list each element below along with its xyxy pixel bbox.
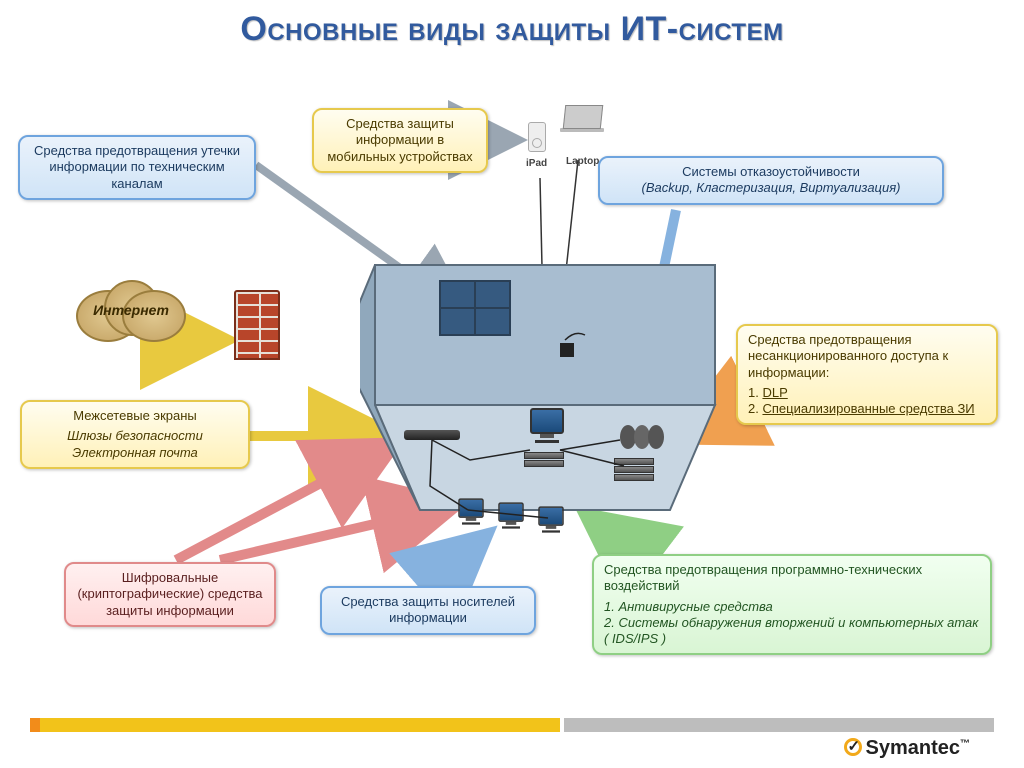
callout-fault-sub: (Backup, Кластеризация, Виртуализация) — [610, 180, 932, 196]
brand-logo: Symantec™ — [844, 736, 971, 760]
callout-crypto-text: Шифровальные (криптографические) средств… — [77, 570, 262, 618]
bottom-bar — [30, 718, 994, 732]
brand-check-icon — [844, 738, 862, 756]
callout-unauth-item1: DLP — [762, 385, 787, 400]
callout-firewall-l1: Межсетевые экраны — [32, 408, 238, 424]
callout-tech-title: Средства предотвращения программно-техни… — [604, 562, 980, 595]
bar-segment-yellow — [40, 718, 560, 732]
internet-label: Интернет — [76, 302, 186, 318]
disk-array-icon — [618, 422, 666, 457]
callout-unauth: Средства предотвращения несанкционирован… — [736, 324, 998, 425]
workstation-1-icon — [458, 498, 484, 524]
workstation-2-icon — [498, 502, 524, 528]
callout-crypto: Шифровальные (криптографические) средств… — [64, 562, 276, 627]
brand-tm: ™ — [960, 738, 970, 749]
callout-mobile: Средства защиты информации в мобильных у… — [312, 108, 488, 173]
page-title: Основные виды защиты ИТ-систем — [0, 0, 1024, 49]
ipad-label: iPad — [526, 158, 547, 169]
callout-firewall-l2: Шлюзы безопасности Электронная почта — [32, 428, 238, 461]
callout-unauth-list: DLP Специализированные средства ЗИ — [748, 385, 986, 418]
bar-segment-gray — [564, 718, 994, 732]
callout-leakage: Средства предотвращения утечки информаци… — [18, 135, 256, 200]
callout-tech-list: Антивирусные средства Системы обнаружени… — [604, 599, 980, 648]
callout-unauth-item2: Специализированные средства ЗИ — [762, 401, 974, 416]
brand-name: Symantec — [866, 737, 961, 759]
callout-leakage-text: Средства предотвращения утечки информаци… — [34, 143, 240, 191]
bar-segment-orange — [30, 718, 40, 732]
router-icon — [404, 430, 460, 440]
main-monitor-icon — [530, 408, 564, 443]
callout-fault-title: Системы отказоустойчивости — [610, 164, 932, 180]
workstation-3-icon — [538, 506, 564, 532]
room-graphic — [360, 235, 730, 515]
callout-mobile-text: Средства защиты информации в мобильных у… — [327, 116, 472, 164]
callout-media-text: Средства защиты носителей информации — [341, 594, 515, 625]
laptop-label: Laptop — [566, 156, 599, 167]
callout-unauth-title: Средства предотвращения несанкционирован… — [748, 332, 986, 381]
rack-icon — [614, 458, 654, 482]
callout-media: Средства защиты носителей информации — [320, 586, 536, 635]
firewall-icon — [234, 290, 280, 360]
callout-tech: Средства предотвращения программно-техни… — [592, 554, 992, 655]
laptop-icon — [560, 128, 604, 132]
ipad-icon — [528, 122, 546, 152]
callout-firewall: Межсетевые экраны Шлюзы безопасности Эле… — [20, 400, 250, 469]
callout-tech-item2: Системы обнаружения вторжений и компьюте… — [604, 615, 980, 648]
server-base-icon — [524, 452, 564, 468]
internet-cloud-icon: Интернет — [76, 280, 186, 342]
callout-tech-item1: Антивирусные средства — [604, 599, 980, 615]
callout-fault: Системы отказоустойчивости (Backup, Клас… — [598, 156, 944, 205]
